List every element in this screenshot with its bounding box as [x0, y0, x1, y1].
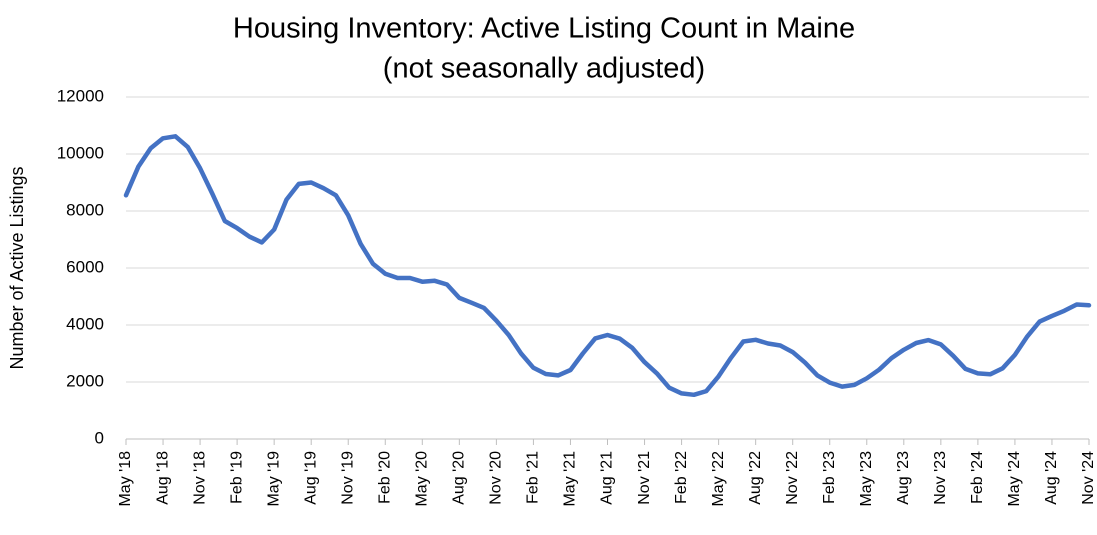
x-tick-label: Nov '21 [636, 451, 653, 505]
y-tick-label: 6000 [66, 257, 104, 276]
x-tick-label: Feb '23 [821, 451, 838, 504]
data-line [123, 134, 1092, 398]
x-tick-label: Aug '24 [1043, 451, 1060, 505]
x-tick-label: May '22 [710, 451, 727, 507]
x-tick-label: Feb '21 [525, 451, 542, 504]
x-tick-label: May '23 [858, 451, 875, 507]
y-tick-label: 12000 [57, 86, 104, 105]
x-tick-label: Nov '24 [1080, 451, 1097, 505]
y-tick-label: 2000 [66, 371, 104, 390]
x-tick-label: Feb '20 [376, 451, 393, 504]
x-tick-label: Nov '22 [784, 451, 801, 505]
x-tick-label: Feb '24 [969, 451, 986, 504]
x-tick-label: Nov '23 [932, 451, 949, 505]
y-axis-label: Number of Active Listings [7, 166, 27, 369]
chart-subtitle: (not seasonally adjusted) [383, 53, 705, 85]
x-tick-label: May '20 [414, 451, 431, 507]
x-tick-label: Nov '20 [488, 451, 505, 505]
y-tick-label: 10000 [57, 143, 104, 162]
y-tick-label: 0 [95, 428, 104, 447]
x-tick-label: Nov '18 [191, 451, 208, 505]
x-tick-label: Aug '20 [451, 451, 468, 505]
x-tick-label: May '18 [117, 451, 134, 507]
y-tick-label: 4000 [66, 314, 104, 333]
x-tick-label: Aug '21 [599, 451, 616, 505]
x-tick-label: Aug '18 [154, 451, 171, 505]
x-tick-label: May '21 [562, 451, 579, 507]
x-tick-label: Feb '22 [673, 451, 690, 504]
x-tick-label: Aug '23 [895, 451, 912, 505]
x-tick-label: Aug '19 [302, 451, 319, 505]
chart-title: Housing Inventory: Active Listing Count … [233, 13, 855, 45]
y-tick-label: 8000 [66, 200, 104, 219]
x-tick-label: May '19 [265, 451, 282, 507]
x-tick-label: Aug '22 [747, 451, 764, 505]
x-tick-label: Nov '19 [339, 451, 356, 505]
x-tick-label: May '24 [1006, 451, 1023, 507]
x-tick-label: Feb '19 [228, 451, 245, 504]
